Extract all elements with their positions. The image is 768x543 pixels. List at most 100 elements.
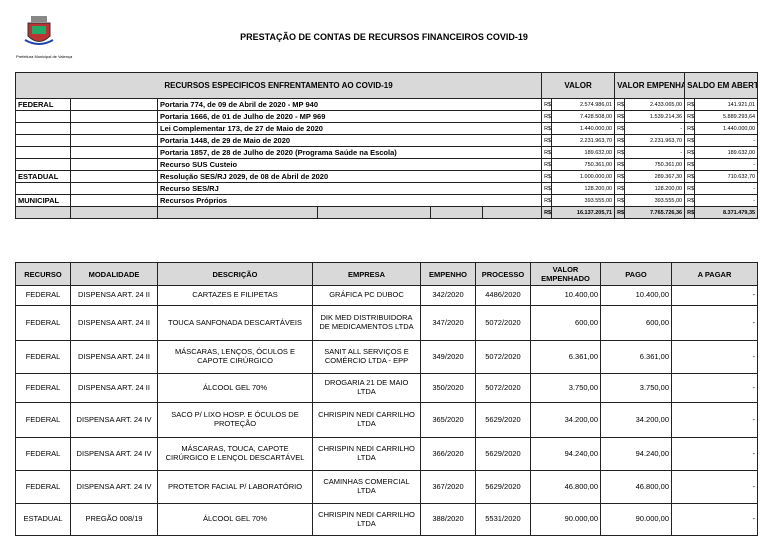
expenses-header-row: RECURSO MODALIDADE DESCRIÇÃO EMPRESA EMPENHO… [15, 262, 758, 286]
expense-cell: 6.361,00 [530, 340, 601, 374]
expense-cell: GRÁFICA PC DUBOC [312, 285, 421, 306]
currency-cell: R$ [541, 122, 553, 135]
resource-row: Portaria 1857, de 28 de Julho de 2020 (P… [15, 146, 759, 159]
esfera-cell [15, 134, 71, 147]
valor-cell: 7.428.508,00 [551, 110, 616, 123]
empenhado-cell: 1.539.214,36 [624, 110, 686, 123]
expenses-header-cell: MODALIDADE [70, 262, 158, 286]
resource-row: ESTADUAL Resolução SES/RJ 2029, de 08 de … [15, 170, 759, 183]
expense-cell: - [671, 470, 758, 504]
expense-cell: FEDERAL [15, 285, 71, 306]
expense-cell: 5629/2020 [475, 437, 531, 471]
expense-cell: DROGARIA 21 DE MAIO LTDA [312, 373, 421, 403]
expense-cell: FEDERAL [15, 402, 71, 438]
expense-cell: 600,00 [530, 305, 601, 341]
expenses-table: RECURSO MODALIDADE DESCRIÇÃO EMPRESA EMPENHO… [15, 262, 758, 536]
esfera-cell: ESTADUAL [15, 170, 71, 183]
expenses-header-cell: PROCESSO [475, 262, 531, 286]
esfera-cell [15, 146, 71, 159]
empty-cell [70, 158, 158, 171]
valor-cell: 128.200,00 [551, 182, 616, 195]
expense-cell: 46.800,00 [530, 470, 601, 504]
expense-cell: FEDERAL [15, 470, 71, 504]
expense-cell: DISPENSA ART. 24 IV [70, 470, 158, 504]
expense-cell: 34.200,00 [600, 402, 672, 438]
expense-row: FEDERAL DISPENSA ART. 24 IV PROTETOR FACIA… [15, 470, 758, 504]
expense-cell: 5629/2020 [475, 470, 531, 504]
expenses-header-cell: VALOR EMPENHADO [530, 262, 601, 286]
currency-cell: R$ [614, 146, 626, 159]
header-valor-empenhado: VALOR EMPENHADO [614, 72, 686, 99]
esfera-cell: FEDERAL [15, 98, 71, 111]
saldo-cell: 5.889.293,64 [694, 110, 759, 123]
empenhado-cell: 2.433.065,00 [624, 98, 686, 111]
empty-cell [15, 206, 71, 219]
expense-row: FEDERAL DISPENSA ART. 24 II TOUCA SANFONAD… [15, 305, 758, 341]
currency-cell: R$ [541, 170, 553, 183]
expense-cell: MÁSCARAS, LENÇOS, ÓCULOS E CAPOTE CIRÚRG… [157, 340, 313, 374]
currency-cell: R$ [684, 146, 696, 159]
description-cell: Recurso SES/RJ [156, 182, 543, 195]
expense-cell: CHRISPIN NEDI CARRILHO LTDA [312, 437, 421, 471]
empty-cell [70, 110, 158, 123]
expense-cell: 349/2020 [420, 340, 476, 374]
expense-cell: 5072/2020 [475, 340, 531, 374]
empenhado-cell: 393.555,00 [624, 194, 686, 207]
currency-cell: R$ [684, 122, 696, 135]
empty-cell [70, 170, 158, 183]
description-cell: Portaria 1666, de 01 de Julho de 2020 - … [156, 110, 543, 123]
expense-cell: 365/2020 [420, 402, 476, 438]
expense-cell: CAMINHAS COMERCIAL LTDA [312, 470, 421, 504]
expense-row: FEDERAL DISPENSA ART. 24 IV MÁSCARAS, TOUC… [15, 437, 758, 471]
expense-cell: ESTADUAL [15, 503, 71, 536]
description-cell: Resolução SES/RJ 2029, de 08 de Abril de… [156, 170, 543, 183]
esfera-cell [15, 182, 71, 195]
organization-name: Prefeitura Municipal de Valença [16, 54, 73, 59]
valor-cell: 189.632,00 [551, 146, 616, 159]
expense-cell: DISPENSA ART. 24 IV [70, 437, 158, 471]
saldo-cell: - [694, 182, 759, 195]
saldo-cell: - [694, 194, 759, 207]
expense-cell: CHRISPIN NEDI CARRILHO LTDA [312, 402, 421, 438]
expense-cell: 3.750,00 [600, 373, 672, 403]
expense-cell: 342/2020 [420, 285, 476, 306]
esfera-cell: MUNICIPAL [15, 194, 71, 207]
expense-cell: ÁLCOOL GEL 70% [157, 373, 313, 403]
expense-cell: CARTAZES E FILIPETAS [157, 285, 313, 306]
resource-row: Recurso SES/RJ R$ 128.200,00 R$ 128.200,00 R$… [15, 182, 759, 195]
total-saldo-cell: 8.371.479,35 [694, 206, 759, 219]
empenhado-cell: 289.367,30 [624, 170, 686, 183]
currency-cell: R$ [541, 110, 553, 123]
description-cell: Recursos Próprios [156, 194, 543, 207]
empenhado-cell: - [624, 146, 686, 159]
currency-cell: R$ [614, 98, 626, 111]
expense-cell: 600,00 [600, 305, 672, 341]
saldo-cell: 1.440.000,00 [694, 122, 759, 135]
expense-cell: 6.361,00 [600, 340, 672, 374]
currency-cell: R$ [541, 158, 553, 171]
expense-cell: PROTETOR FACIAL P/ LABORATÓRIO [157, 470, 313, 504]
empty-cell [70, 194, 158, 207]
currency-cell: R$ [541, 134, 553, 147]
expense-cell: 367/2020 [420, 470, 476, 504]
valor-cell: 750.361,00 [551, 158, 616, 171]
currency-cell: R$ [614, 110, 626, 123]
currency-cell: R$ [541, 98, 553, 111]
expense-cell: 5629/2020 [475, 402, 531, 438]
saldo-cell: 710.632,70 [694, 170, 759, 183]
currency-cell: R$ [541, 146, 553, 159]
total-empenhado-cell: 7.765.726,36 [624, 206, 686, 219]
resource-row: Recurso SUS Custeio R$ 750.361,00 R$ 750.361… [15, 158, 759, 171]
currency-cell: R$ [614, 122, 626, 135]
expense-cell: DISPENSA ART. 24 IV [70, 402, 158, 438]
currency-cell: R$ [684, 98, 696, 111]
currency-cell: R$ [684, 134, 696, 147]
expense-cell: DISPENSA ART. 24 II [70, 285, 158, 306]
valor-cell: 2.574.986,01 [551, 98, 616, 111]
expense-cell: 90.000,00 [600, 503, 672, 536]
expenses-header-cell: PAGO [600, 262, 672, 286]
currency-cell: R$ [614, 134, 626, 147]
expense-cell: SANIT ALL SERVIÇOS E COMÉRCIO LTDA - EPP [312, 340, 421, 374]
resources-header-row: RECURSOS ESPECIFICOS ENFRENTAMENTO AO CO… [14, 72, 759, 99]
saldo-cell: - [694, 134, 759, 147]
